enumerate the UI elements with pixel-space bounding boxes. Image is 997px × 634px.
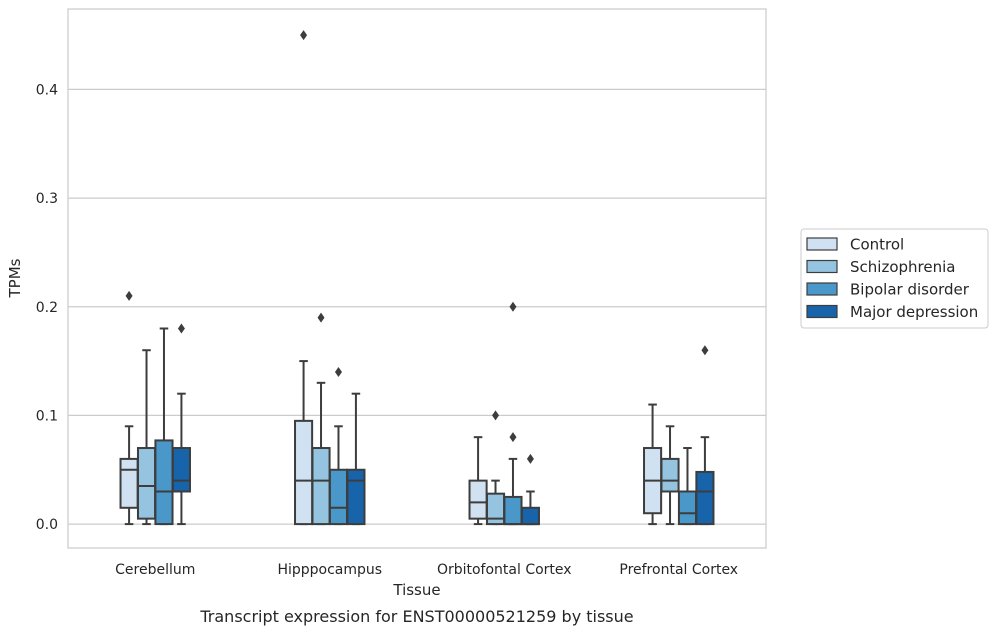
legend-swatch <box>806 304 838 319</box>
y-tick-label: 0.4 <box>36 82 58 98</box>
legend-item: Schizophrenia <box>806 258 955 276</box>
plot-frame <box>67 8 767 549</box>
y-axis-title: TPMs <box>6 258 24 298</box>
box-schizophrenia <box>660 425 680 526</box>
box-major-depression <box>520 453 540 526</box>
box-bipolar-disorder <box>677 447 698 526</box>
category-group <box>643 345 715 526</box>
outlier-point <box>317 312 325 323</box>
box-major-depression <box>346 392 366 526</box>
y-tick-label: 0.0 <box>36 517 58 533</box>
x-tick-label: Prefrontal Cortex <box>619 562 738 578</box>
x-tick-label: Hipppocampus <box>277 562 382 578</box>
legend-item: Bipolar disorder <box>806 281 970 299</box>
legend-label: Control <box>850 236 904 254</box>
category-group <box>119 290 191 526</box>
legend-label: Bipolar disorder <box>850 281 970 299</box>
legend-item: Control <box>806 236 904 254</box>
category-group <box>468 301 540 526</box>
y-tick-label: 0.1 <box>36 408 58 424</box>
x-tick-label: Cerebellum <box>115 562 195 578</box>
legend-swatch <box>806 282 838 296</box>
y-tick-labels: 0.0 0.1 0.2 0.3 0.4 <box>36 82 58 533</box>
box-body <box>660 457 680 493</box>
x-tick-labels: Cerebellum Hipppocampus Orbitofontal Corte… <box>115 562 738 578</box>
outlier-point <box>701 345 709 356</box>
x-axis-title: Tissue <box>392 581 440 599</box>
legend-label: Major depression <box>850 303 978 321</box>
outlier-point <box>300 30 308 41</box>
outlier-point <box>509 301 517 312</box>
box-body <box>695 470 715 526</box>
box-body <box>468 479 488 520</box>
outlier-point <box>177 323 185 334</box>
outlier-point <box>492 410 500 421</box>
box-body <box>677 490 698 526</box>
box-body <box>311 447 331 526</box>
box-body <box>171 447 191 493</box>
y-tick-label: 0.2 <box>36 300 58 316</box>
legend-swatch <box>806 237 838 251</box>
box-body <box>520 506 540 526</box>
category-group <box>294 30 366 526</box>
legend-swatch <box>806 259 838 274</box>
box-control <box>468 436 488 526</box>
box-groups <box>119 30 715 526</box>
chart-caption: Transcript expression for ENST0000052125… <box>199 607 633 626</box>
box-body <box>346 468 366 526</box>
outlier-point <box>526 453 534 464</box>
y-tick-label: 0.3 <box>36 191 58 207</box>
x-tick-label: Orbitofontal Cortex <box>437 562 572 578</box>
box-body <box>328 468 349 526</box>
box-bipolar-disorder <box>503 301 523 526</box>
outlier-point <box>334 366 342 377</box>
outlier-point <box>125 290 133 301</box>
legend: Control Schizophrenia Bipolar disorder Majo… <box>800 228 989 329</box>
box-body <box>503 495 523 526</box>
legend-item: Major depression <box>806 303 978 321</box>
box-major-depression <box>695 345 715 526</box>
box-major-depression <box>171 323 191 526</box>
box-body <box>136 447 157 520</box>
box-body <box>119 457 139 509</box>
outlier-point <box>509 432 517 443</box>
legend-label: Schizophrenia <box>850 258 955 276</box>
box-control <box>119 290 139 526</box>
legend-frame <box>800 228 989 329</box>
box-body <box>154 439 174 526</box>
box-body <box>294 419 314 526</box>
box-schizophrenia <box>485 410 506 526</box>
box-schizophrenia <box>136 349 157 526</box>
